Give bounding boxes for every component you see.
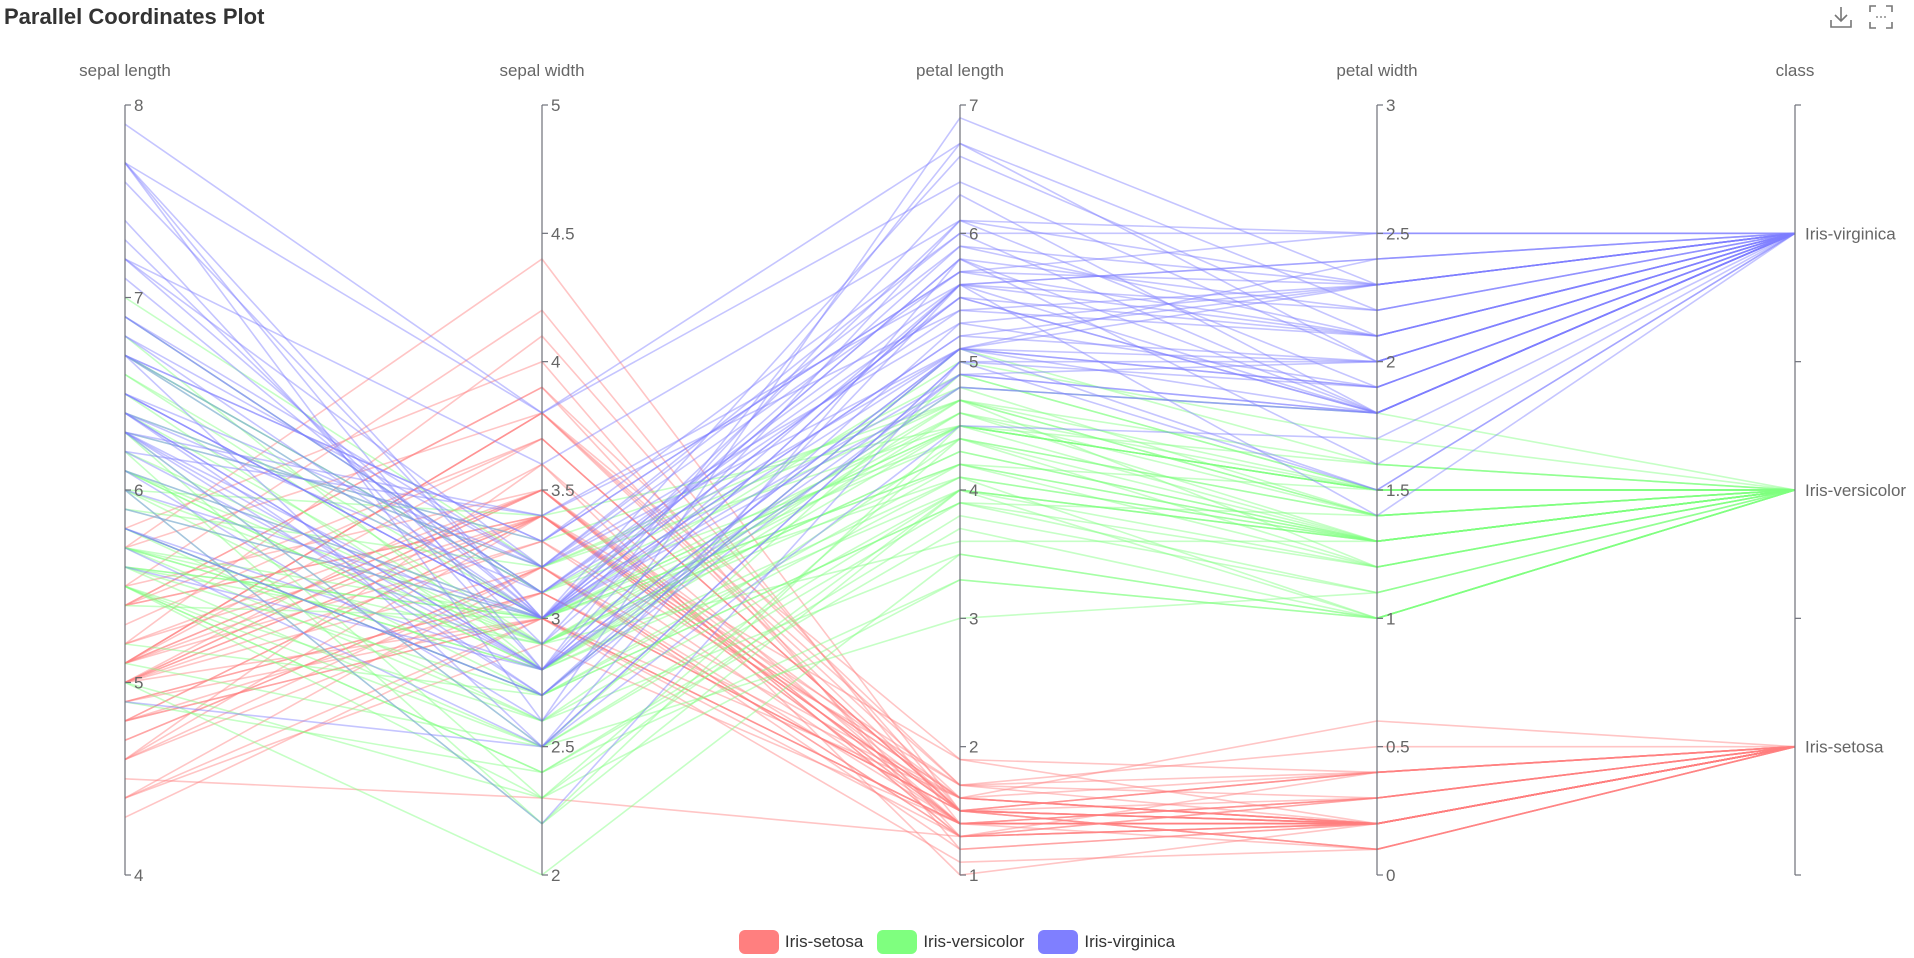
- tick-label: 0: [1386, 866, 1395, 885]
- legend-swatch: [1038, 930, 1079, 954]
- axis-petal-length[interactable]: petal length 1 2 3 4 5 6 7: [916, 61, 1004, 885]
- tick-label: 2: [1386, 353, 1395, 372]
- axes: sepal length 4 5 6 7 8 sepal width 2 2.5 3 3.5 4 4.5…: [79, 61, 1906, 885]
- tick-label: 7: [134, 289, 143, 308]
- tick-label: 8: [134, 96, 143, 115]
- tick-label: 1: [969, 866, 978, 885]
- axis-name: sepal length: [79, 61, 171, 80]
- legend-item-iris-versicolor[interactable]: Iris-versicolor: [877, 930, 1024, 954]
- tick-label: 4: [969, 481, 978, 500]
- fullscreen-icon[interactable]: [1866, 2, 1896, 32]
- download-icon[interactable]: [1826, 2, 1856, 32]
- axis-sepal-width[interactable]: sepal width 2 2.5 3 3.5 4 4.5 5: [499, 61, 584, 885]
- tick-label: 2: [551, 866, 560, 885]
- axis-sepal-length[interactable]: sepal length 4 5 6 7 8: [79, 61, 171, 885]
- tick-label: 7: [969, 96, 978, 115]
- tick-label: 0.5: [1386, 738, 1410, 757]
- legend-label: Iris-versicolor: [923, 932, 1025, 951]
- tick-label: 5: [551, 96, 560, 115]
- tick-label: 1.5: [1386, 481, 1410, 500]
- tick-label: 4: [551, 353, 560, 372]
- tick-label: 5: [134, 674, 143, 693]
- axis-name: petal width: [1336, 61, 1417, 80]
- category-label: Iris-virginica: [1805, 224, 1896, 243]
- tick-label: 6: [969, 224, 978, 243]
- axis-name: class: [1776, 61, 1815, 80]
- axis-petal-width[interactable]: petal width 0 0.5 1 1.5 2 2.5 3: [1336, 61, 1417, 885]
- tick-label: 1: [1386, 609, 1395, 628]
- tick-label: 5: [969, 353, 978, 372]
- category-label: Iris-versicolor: [1805, 481, 1906, 500]
- tick-label: 6: [134, 481, 143, 500]
- tick-label: 4: [134, 866, 143, 885]
- chart-title: Parallel Coordinates Plot: [4, 4, 265, 29]
- legend-item-iris-setosa[interactable]: Iris-setosa: [738, 930, 864, 954]
- tick-label: 4.5: [551, 224, 575, 243]
- axis-name: petal length: [916, 61, 1004, 80]
- tick-label: 3: [1386, 96, 1395, 115]
- tick-label: 3: [969, 609, 978, 628]
- tick-label: 2.5: [551, 738, 575, 757]
- chart-toolbox: [1826, 2, 1896, 32]
- axis-name: sepal width: [499, 61, 584, 80]
- tick-label: 2.5: [1386, 224, 1410, 243]
- axis-class[interactable]: class Iris-setosa Iris-versicolor Iris-virg…: [1776, 61, 1907, 876]
- tick-label: 2: [969, 738, 978, 757]
- legend-label: Iris-virginica: [1084, 932, 1176, 951]
- tick-label: 3.5: [551, 481, 575, 500]
- legend-swatch: [738, 930, 779, 954]
- legend-swatch: [877, 930, 918, 954]
- legend: Iris-setosa Iris-versicolor Iris-virginica: [0, 930, 1914, 954]
- tick-label: 3: [551, 609, 560, 628]
- legend-label: Iris-setosa: [784, 932, 864, 951]
- legend-item-iris-virginica[interactable]: Iris-virginica: [1038, 930, 1175, 954]
- category-label: Iris-setosa: [1805, 738, 1884, 757]
